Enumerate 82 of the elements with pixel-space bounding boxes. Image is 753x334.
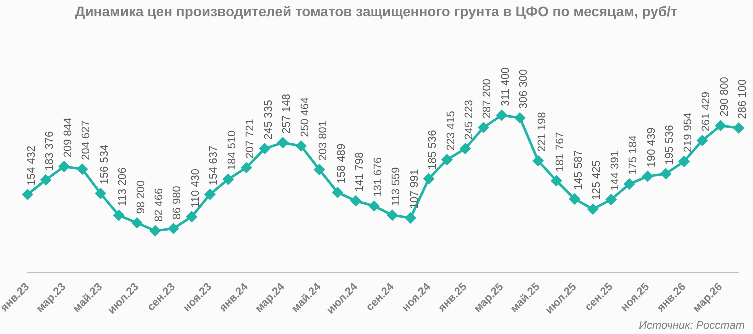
data-label: 141 798 (354, 152, 366, 192)
data-label: 86 980 (172, 186, 184, 220)
point (369, 200, 380, 212)
point (40, 174, 52, 186)
data-label: 156 534 (98, 144, 111, 185)
data-label: 131 676 (372, 157, 384, 198)
point (588, 204, 598, 215)
point (442, 154, 452, 166)
point (460, 144, 471, 154)
data-label: 154 432 (26, 146, 38, 186)
point (514, 112, 526, 124)
data-label: 250 464 (299, 98, 312, 138)
point (660, 168, 672, 180)
data-label: 175 184 (628, 136, 640, 176)
data-label: 181 767 (554, 132, 567, 172)
point (96, 188, 106, 199)
point (278, 138, 288, 148)
data-label: 311 400 (500, 68, 512, 107)
data-label: 145 587 (572, 150, 585, 190)
data-label: 245 223 (464, 100, 476, 140)
data-label: 98 200 (135, 180, 148, 214)
point (241, 162, 252, 174)
point (606, 194, 617, 206)
data-label: 261 429 (700, 92, 713, 132)
point (186, 212, 198, 222)
data-label: 184 510 (226, 130, 238, 171)
data-label: 154 637 (208, 146, 220, 186)
data-label: 209 844 (62, 118, 74, 158)
data-label: 286 100 (737, 80, 750, 120)
point (132, 218, 142, 228)
point (204, 189, 216, 200)
point (424, 174, 434, 184)
point (59, 162, 70, 172)
data-label: 245 335 (262, 100, 275, 140)
data-label: 195 536 (664, 125, 676, 165)
point (314, 164, 325, 176)
point (223, 174, 234, 185)
point (77, 164, 88, 175)
point (734, 123, 744, 134)
data-label: 290 800 (718, 77, 731, 117)
point (332, 187, 344, 198)
point (350, 196, 362, 206)
data-label: 223 415 (445, 111, 458, 151)
data-label: 204 627 (80, 120, 93, 160)
point (22, 189, 34, 200)
data-label: 257 148 (281, 94, 294, 134)
text: Источник: Росстат (639, 320, 745, 332)
point (551, 176, 562, 186)
data-label: 82 466 (154, 188, 166, 222)
point (478, 122, 489, 133)
data-label: 113 559 (390, 167, 403, 206)
point (260, 144, 270, 154)
point (114, 210, 124, 221)
point (496, 110, 508, 121)
data-label: 113 206 (117, 168, 130, 207)
point (624, 179, 635, 190)
data-label: 190 439 (646, 128, 658, 168)
data-label: 158 489 (336, 144, 348, 184)
data-label: 221 198 (536, 112, 548, 152)
point (716, 120, 726, 132)
point (570, 194, 580, 204)
data-label: 144 391 (609, 151, 622, 191)
point (387, 210, 398, 221)
point (406, 212, 416, 224)
chart-title: Динамика цен производителей томатов защищенного грунта в ЦФО по месяцам, руб/т (75, 3, 678, 20)
data-label: 110 430 (190, 168, 202, 208)
data-label: 107 991 (408, 169, 421, 210)
point (697, 135, 708, 146)
data-label: 203 801 (318, 121, 330, 161)
data-label: 125 425 (591, 160, 604, 200)
data-label: 306 300 (518, 69, 530, 110)
data-label: 185 536 (427, 130, 440, 170)
point (296, 141, 307, 152)
data-label: 287 200 (482, 78, 494, 119)
point (679, 156, 690, 167)
data-label: 183 376 (44, 131, 56, 172)
point (150, 226, 161, 236)
data-label: 219 954 (682, 112, 694, 153)
data-label: 207 721 (244, 119, 257, 159)
point (168, 224, 179, 234)
point (642, 171, 654, 182)
point (533, 156, 544, 166)
